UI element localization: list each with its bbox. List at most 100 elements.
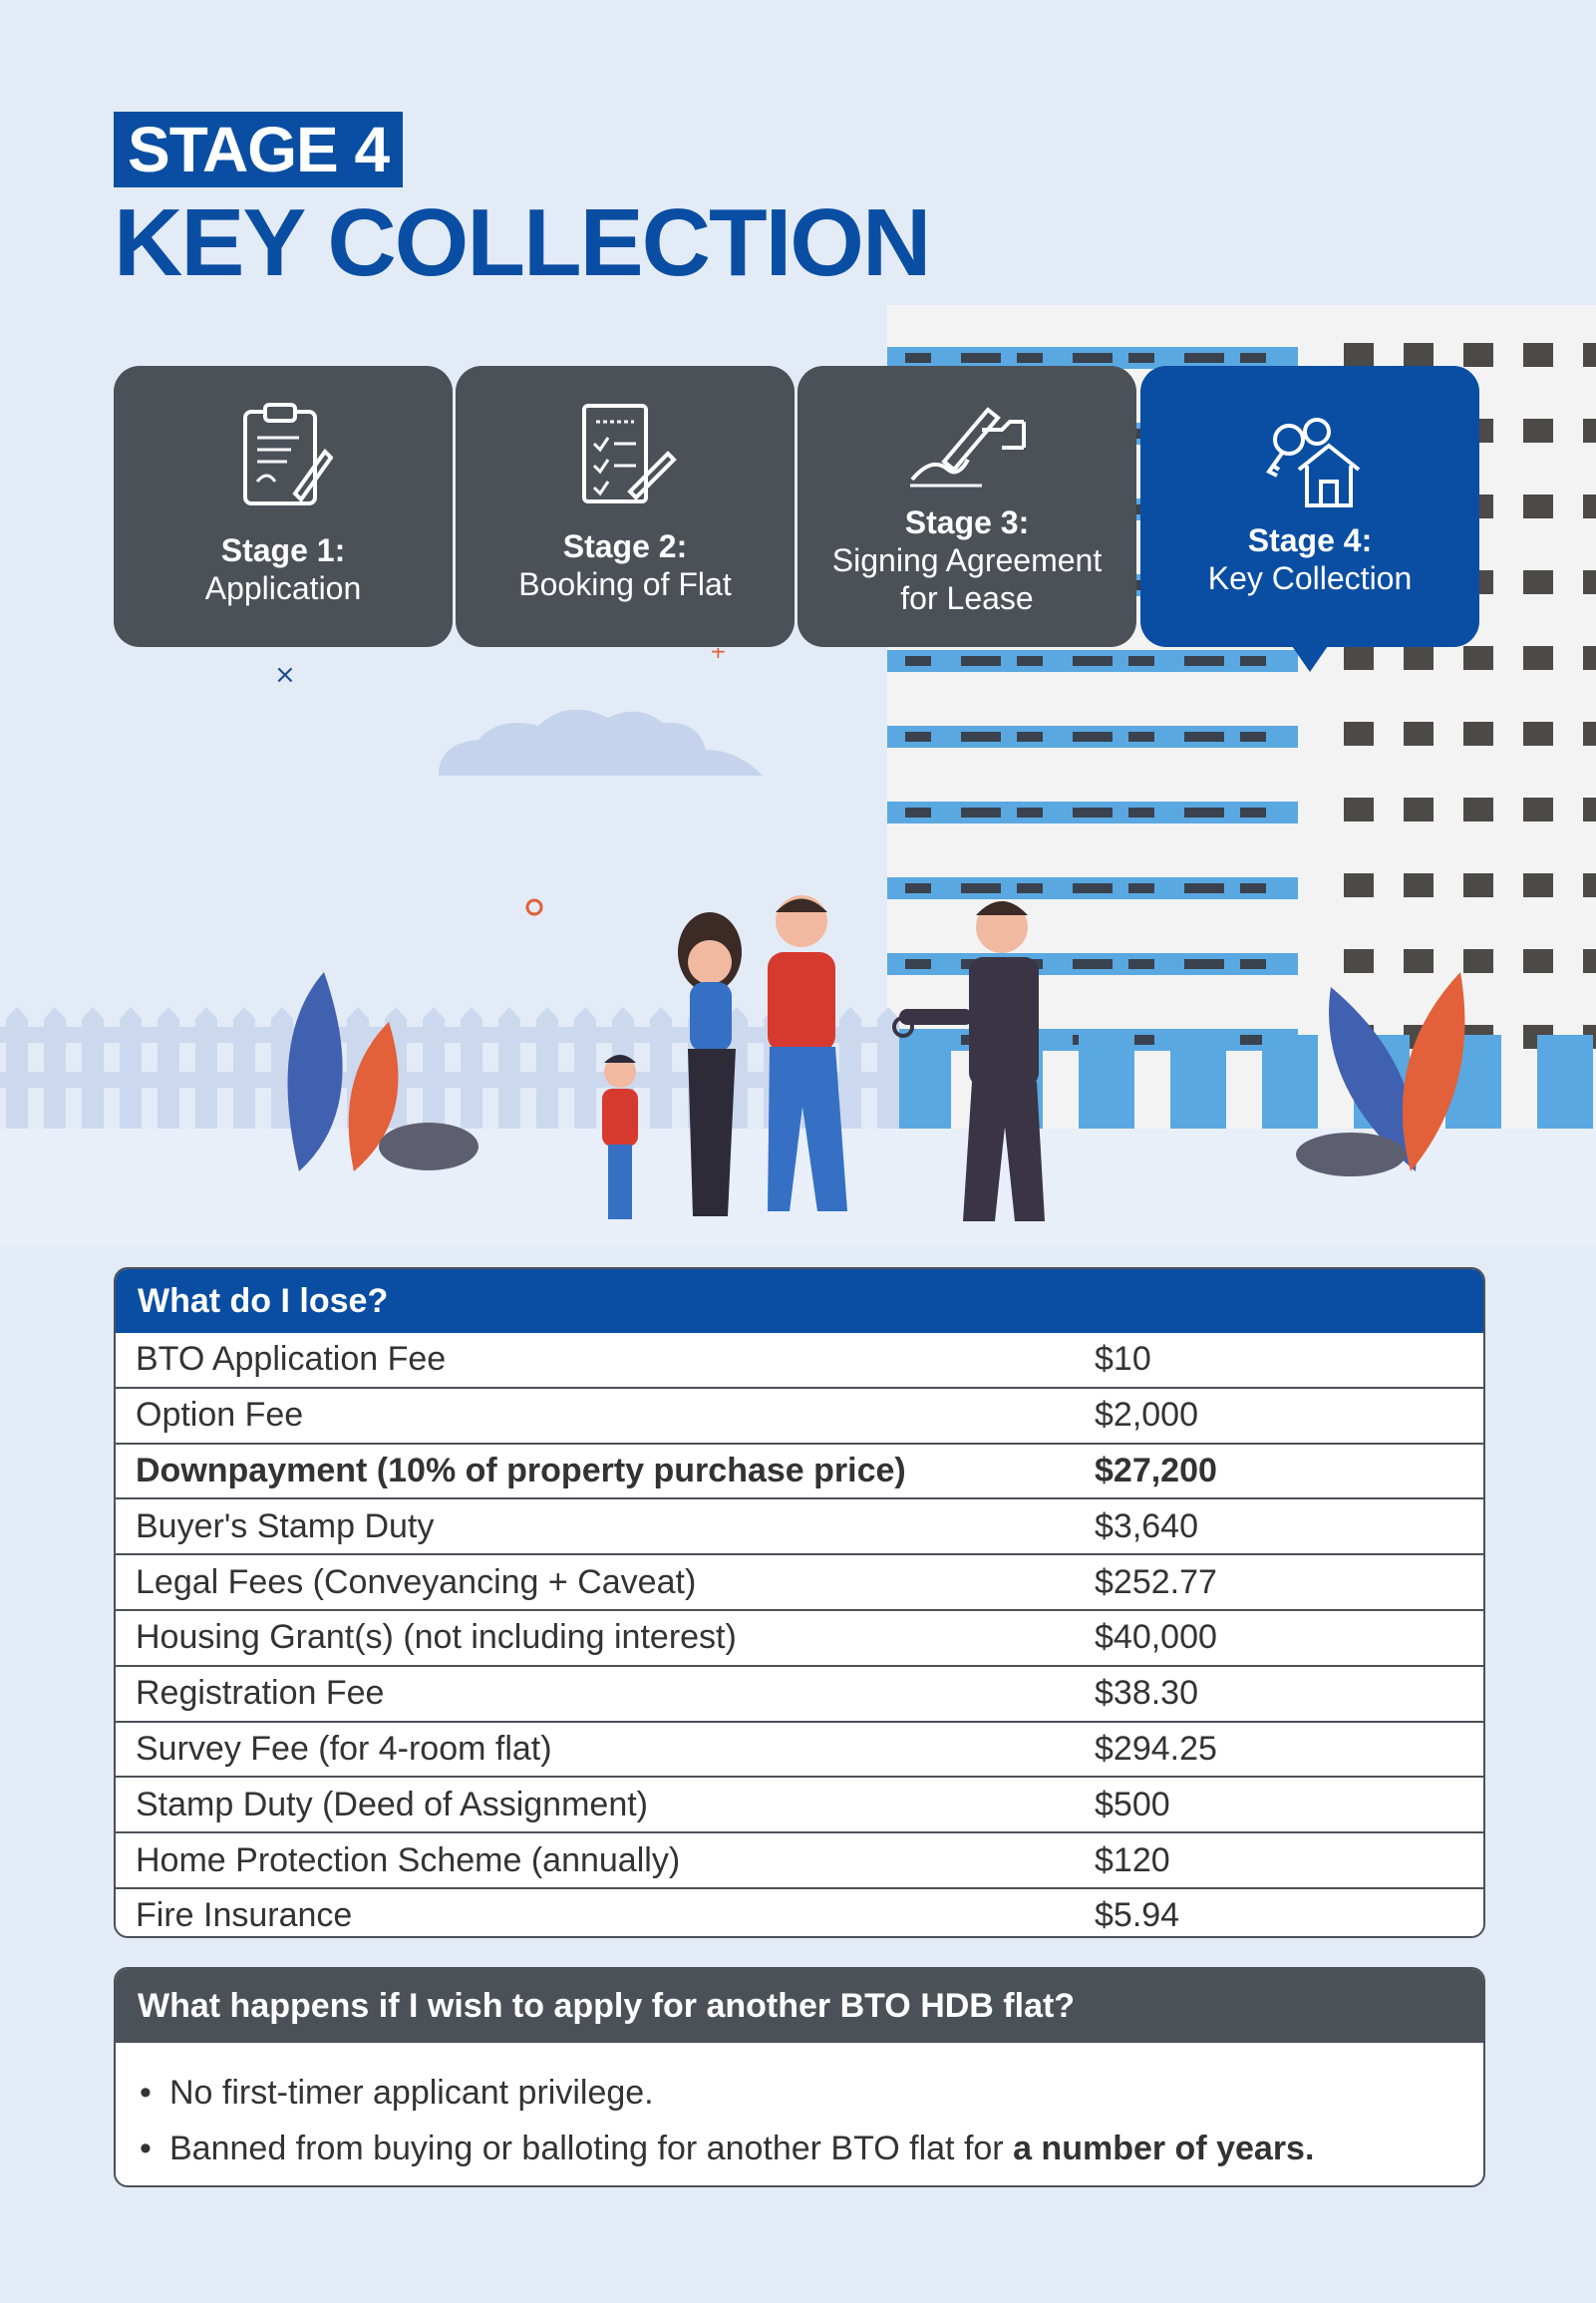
building-window bbox=[1404, 646, 1434, 670]
stage-card-1: Stage 1: Application bbox=[114, 366, 453, 647]
page-header: STAGE 4 KEY COLLECTION bbox=[114, 112, 931, 293]
cloud-icon bbox=[439, 709, 763, 776]
stage-3-label-line1: Signing Agreement bbox=[831, 542, 1103, 578]
fee-item: Buyer's Stamp Duty bbox=[136, 1506, 435, 1545]
table-row: Legal Fees (Conveyancing + Caveat) $252.7… bbox=[116, 1553, 1483, 1609]
stage-card-3: Stage 3: Signing Agreement for Lease bbox=[798, 366, 1136, 647]
fee-amount: $120 bbox=[1095, 1840, 1170, 1879]
building-window bbox=[1463, 646, 1493, 670]
building-window-slit bbox=[905, 732, 931, 742]
table-row: Housing Grant(s) (not including interest… bbox=[116, 1608, 1483, 1665]
building-window bbox=[1523, 722, 1553, 746]
active-stage-pointer bbox=[1292, 646, 1328, 672]
stage-tag: STAGE 4 bbox=[114, 112, 404, 187]
family-key-handover-illustration: × + bbox=[0, 648, 1596, 1246]
building-window-slit bbox=[1240, 959, 1266, 969]
decor-marks: × + bbox=[274, 648, 727, 916]
table-row: Home Protection Scheme (annually) $120 bbox=[116, 1831, 1483, 1887]
table-row: Option Fee $2,000 bbox=[116, 1386, 1483, 1443]
fee-item: Option Fee bbox=[136, 1396, 304, 1435]
agent-figure bbox=[892, 901, 1045, 1221]
table-row: Fire Insurance $5.94 bbox=[116, 1886, 1483, 1936]
fee-amount: $500 bbox=[1095, 1785, 1170, 1823]
keys-house-icon bbox=[1266, 418, 1361, 507]
building-window bbox=[1523, 419, 1553, 443]
building-window-slit bbox=[961, 353, 1001, 363]
building-window-slit bbox=[961, 732, 1001, 742]
table-row: Registration Fee $38.30 bbox=[116, 1664, 1483, 1721]
bullet-item: • Banned from buying or balloting for an… bbox=[140, 2121, 1483, 2176]
fee-amount: $27,200 bbox=[1095, 1451, 1217, 1489]
building-window bbox=[1404, 873, 1434, 897]
building-window-slit bbox=[1073, 959, 1113, 969]
building-window-slit bbox=[1017, 732, 1043, 742]
building-window bbox=[1463, 722, 1493, 746]
building-window-slit bbox=[1184, 883, 1224, 893]
building-window bbox=[1583, 873, 1596, 897]
bullet-dot: • bbox=[140, 2074, 152, 2112]
building-window bbox=[1583, 798, 1596, 822]
reapply-header: What happens if I wish to apply for anot… bbox=[116, 1969, 1483, 2043]
building-window-slit bbox=[1017, 808, 1043, 818]
building-window bbox=[1523, 343, 1553, 367]
building-window bbox=[1463, 343, 1493, 367]
fee-amount: $38.30 bbox=[1095, 1674, 1198, 1713]
building-window-slit bbox=[1240, 808, 1266, 818]
table-row: Survey Fee (for 4-room flat) $294.25 bbox=[116, 1720, 1483, 1777]
building-window-slit bbox=[1240, 353, 1266, 363]
fee-amount: $2,000 bbox=[1095, 1396, 1198, 1435]
stage-3-number: Stage 3: bbox=[904, 504, 1030, 540]
fee-amount: $40,000 bbox=[1095, 1618, 1217, 1657]
building-window bbox=[1463, 873, 1493, 897]
building-window bbox=[1583, 722, 1596, 746]
child-figure bbox=[602, 1055, 638, 1219]
building-window-slit bbox=[961, 808, 1001, 818]
building-window-slit bbox=[1240, 1035, 1266, 1045]
svg-text:+: + bbox=[710, 648, 727, 663]
table-row: Buyer's Stamp Duty $3,640 bbox=[116, 1497, 1483, 1553]
fence-picket bbox=[461, 1007, 482, 1129]
building-window bbox=[1344, 343, 1374, 367]
fee-item: Home Protection Scheme (annually) bbox=[136, 1840, 681, 1879]
fence-picket bbox=[271, 1007, 293, 1129]
building-window bbox=[1463, 798, 1493, 822]
building-pillar bbox=[895, 1035, 951, 1131]
stage-3-label-line2: for Lease bbox=[900, 580, 1034, 616]
building-pillar bbox=[1537, 1035, 1593, 1131]
building-window bbox=[1583, 646, 1596, 670]
building-window-slit bbox=[1128, 808, 1154, 818]
building-window bbox=[1583, 494, 1596, 518]
building-window-slit bbox=[1128, 732, 1154, 742]
stage-1-number: Stage 1: bbox=[220, 532, 346, 568]
table-row: Downpayment (10% of property purchase pr… bbox=[116, 1442, 1483, 1498]
building-window bbox=[1404, 343, 1434, 367]
building-window bbox=[1344, 722, 1374, 746]
building-window-slit bbox=[1073, 656, 1113, 666]
building-window bbox=[1463, 949, 1493, 973]
stage-card-4: Stage 4: Key Collection bbox=[1140, 366, 1479, 647]
right-plant bbox=[1296, 972, 1465, 1176]
fence-picket bbox=[650, 1007, 672, 1129]
fee-item: Survey Fee (for 4-room flat) bbox=[136, 1729, 552, 1768]
building-window bbox=[1583, 343, 1596, 367]
building-window bbox=[1523, 949, 1553, 973]
building-pillar bbox=[1262, 1035, 1318, 1131]
building-window-slit bbox=[1128, 883, 1154, 893]
building-window bbox=[1583, 419, 1596, 443]
fence-picket bbox=[195, 1007, 217, 1129]
stage-card-2: Stage 2: Booking of Flat bbox=[456, 366, 795, 647]
fence-picket bbox=[82, 1007, 104, 1129]
fence-picket bbox=[158, 1007, 179, 1129]
fence-pickets bbox=[6, 1007, 899, 1129]
table-row: BTO Application Fee $10 bbox=[116, 1333, 1483, 1387]
clipboard-icon bbox=[243, 403, 333, 505]
building-window-slit bbox=[905, 656, 931, 666]
building-window-slit bbox=[1017, 656, 1043, 666]
lose-table: What do I lose? BTO Application Fee $10 Op… bbox=[114, 1267, 1485, 1938]
building-window-slit bbox=[1128, 959, 1154, 969]
building-window bbox=[1523, 646, 1553, 670]
svg-text:×: × bbox=[274, 660, 296, 690]
fee-item: Registration Fee bbox=[136, 1674, 385, 1713]
fee-item: Legal Fees (Conveyancing + Caveat) bbox=[136, 1562, 697, 1601]
building-window-slit bbox=[1128, 656, 1154, 666]
